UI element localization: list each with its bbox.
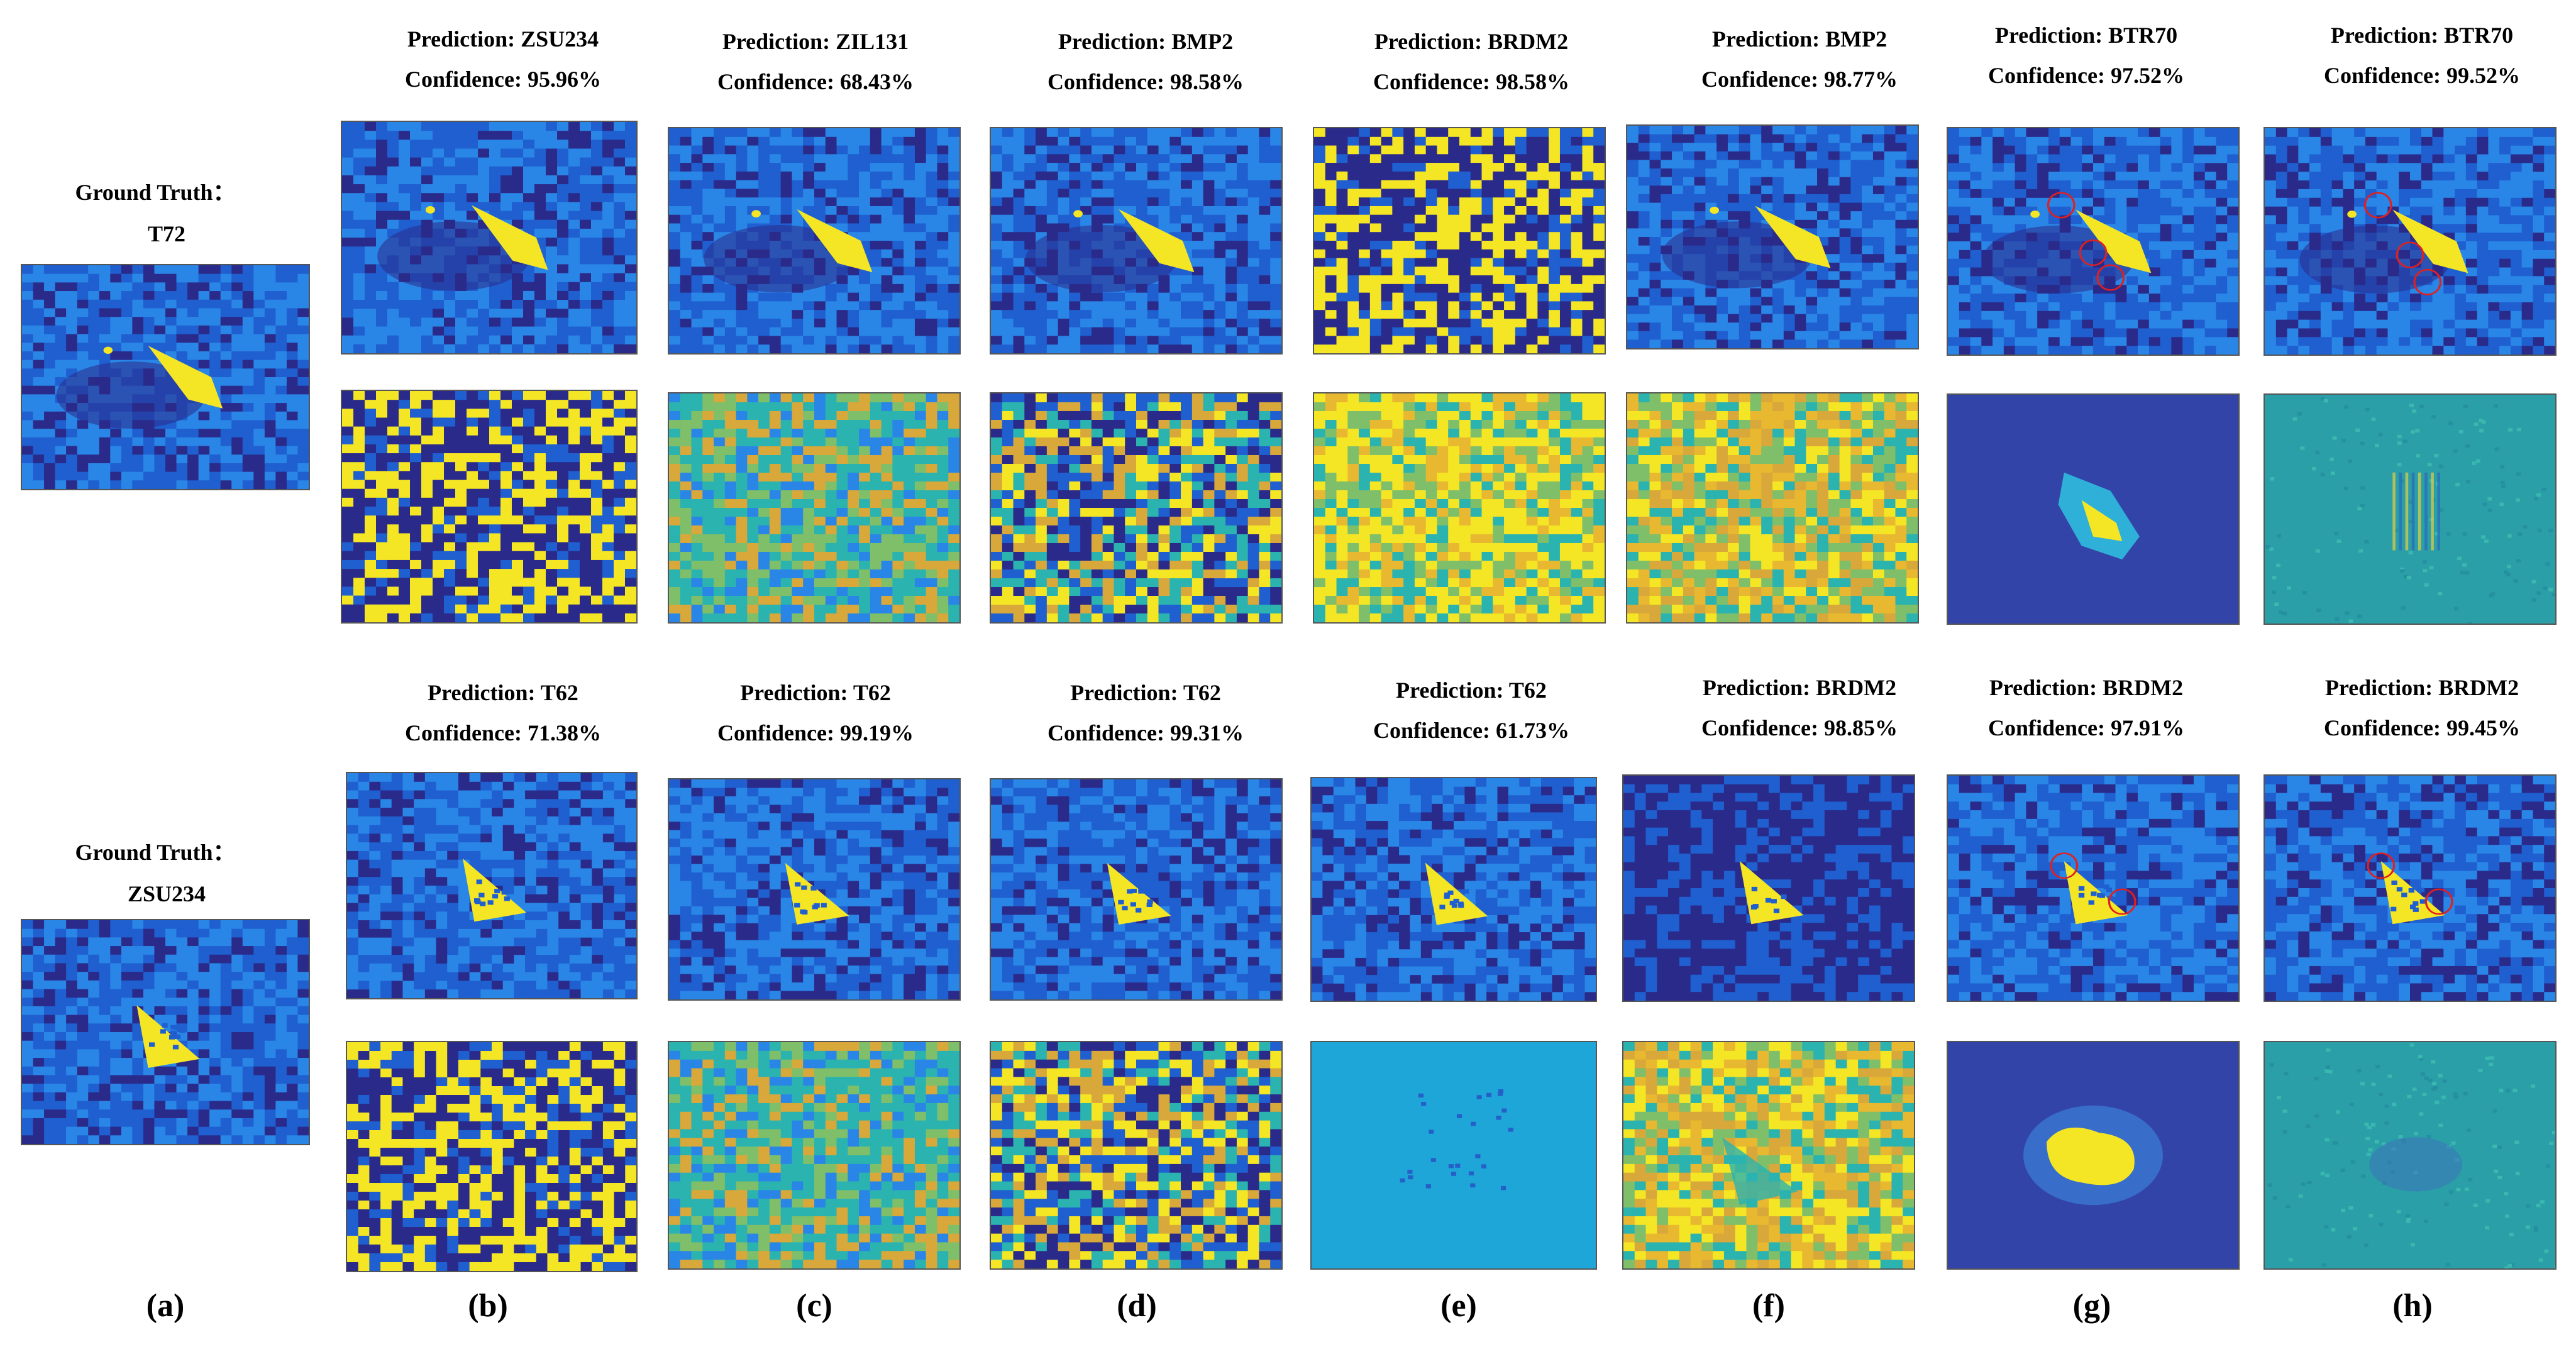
- confidence-b-row2: Confidence: 71.38%: [405, 720, 601, 745]
- panel-c-row2-top: [668, 778, 961, 1001]
- column-label-e: (e): [1440, 1288, 1477, 1324]
- prediction-d-row2: Prediction: T62: [1070, 680, 1221, 705]
- panel-c-row1-top: [668, 127, 961, 355]
- confidence-f-row1: Confidence: 98.77%: [1701, 67, 1898, 92]
- confidence-c-row1: Confidence: 68.43%: [717, 69, 914, 94]
- panel-a-row1: [21, 264, 310, 490]
- column-label-g: (g): [2072, 1288, 2111, 1324]
- prediction-c-row2: Prediction: T62: [740, 680, 891, 705]
- ground-truth-class-row2: ZSU234: [127, 881, 206, 906]
- panel-f-row1-top: [1626, 124, 1919, 349]
- ground-truth-label-row2: Ground Truth：: [75, 840, 236, 865]
- confidence-d-row2: Confidence: 99.31%: [1048, 720, 1244, 745]
- prediction-g-row1: Prediction: BTR70: [1994, 23, 2178, 48]
- panel-g-row2-bottom: [1947, 1041, 2240, 1270]
- panel-e-row1-top: [1313, 127, 1606, 355]
- panel-b-row2-bottom: [346, 1041, 638, 1272]
- confidence-h-row2: Confidence: 99.45%: [2324, 715, 2520, 740]
- panel-d-row1-bottom: [990, 392, 1283, 624]
- column-label-h: (h): [2392, 1288, 2433, 1324]
- prediction-b-row2: Prediction: T62: [428, 680, 578, 705]
- panel-h-row1-top: [2264, 127, 2557, 356]
- panel-c-row1-bottom: [668, 392, 961, 624]
- confidence-d-row1: Confidence: 98.58%: [1048, 69, 1244, 94]
- panel-e-row2-bottom: [1310, 1041, 1597, 1270]
- ground-truth-class-row1: T72: [147, 221, 186, 246]
- confidence-g-row1: Confidence: 97.52%: [1988, 63, 2184, 88]
- ground-truth-label-row1: Ground Truth：: [75, 180, 236, 205]
- confidence-f-row2: Confidence: 98.85%: [1701, 715, 1898, 740]
- prediction-e-row1: Prediction: BRDM2: [1374, 29, 1569, 54]
- panel-e-row1-bottom: [1313, 392, 1606, 624]
- panel-d-row2-bottom: [990, 1041, 1283, 1270]
- prediction-f-row2: Prediction: BRDM2: [1702, 675, 1897, 700]
- panel-f-row2-top: [1622, 774, 1915, 1002]
- panel-h-row1-bottom: [2264, 393, 2557, 625]
- prediction-g-row2: Prediction: BRDM2: [1989, 675, 2184, 700]
- prediction-b-row1: Prediction: ZSU234: [407, 26, 599, 52]
- prediction-h-row2: Prediction: BRDM2: [2324, 675, 2519, 700]
- panel-b-row2-top: [346, 772, 638, 999]
- panel-e-row2-top: [1310, 777, 1597, 1002]
- panel-b-row1-bottom: [341, 390, 638, 624]
- column-label-c: (c): [796, 1288, 832, 1324]
- panel-f-row1-bottom: [1626, 392, 1919, 624]
- confidence-c-row2: Confidence: 99.19%: [717, 720, 914, 745]
- panel-a-row2: [21, 919, 310, 1145]
- column-label-b: (b): [468, 1288, 508, 1324]
- column-label-f: (f): [1752, 1288, 1785, 1324]
- panel-g-row1-bottom: [1947, 393, 2240, 625]
- prediction-f-row1: Prediction: BMP2: [1711, 26, 1888, 52]
- prediction-e-row2: Prediction: T62: [1396, 678, 1547, 703]
- prediction-d-row1: Prediction: BMP2: [1058, 29, 1234, 54]
- prediction-c-row1: Prediction: ZIL131: [722, 29, 909, 54]
- panel-d-row2-top: [990, 778, 1283, 1001]
- panel-g-row2-top: [1947, 774, 2240, 1002]
- confidence-b-row1: Confidence: 95.96%: [405, 67, 601, 92]
- panel-h-row2-top: [2264, 774, 2557, 1002]
- panel-f-row2-bottom: [1622, 1041, 1915, 1270]
- confidence-g-row2: Confidence: 97.91%: [1988, 715, 2184, 740]
- prediction-h-row1: Prediction: BTR70: [2330, 23, 2514, 48]
- confidence-e-row2: Confidence: 61.73%: [1373, 718, 1569, 743]
- panel-d-row1-top: [990, 127, 1283, 355]
- confidence-e-row1: Confidence: 98.58%: [1373, 69, 1569, 94]
- column-label-a: (a): [146, 1288, 185, 1324]
- panel-g-row1-top: [1947, 127, 2240, 356]
- column-label-d: (d): [1117, 1288, 1157, 1324]
- panel-b-row1-top: [341, 121, 638, 355]
- panel-c-row2-bottom: [668, 1041, 961, 1270]
- confidence-h-row1: Confidence: 99.52%: [2324, 63, 2520, 88]
- panel-h-row2-bottom: [2264, 1041, 2557, 1270]
